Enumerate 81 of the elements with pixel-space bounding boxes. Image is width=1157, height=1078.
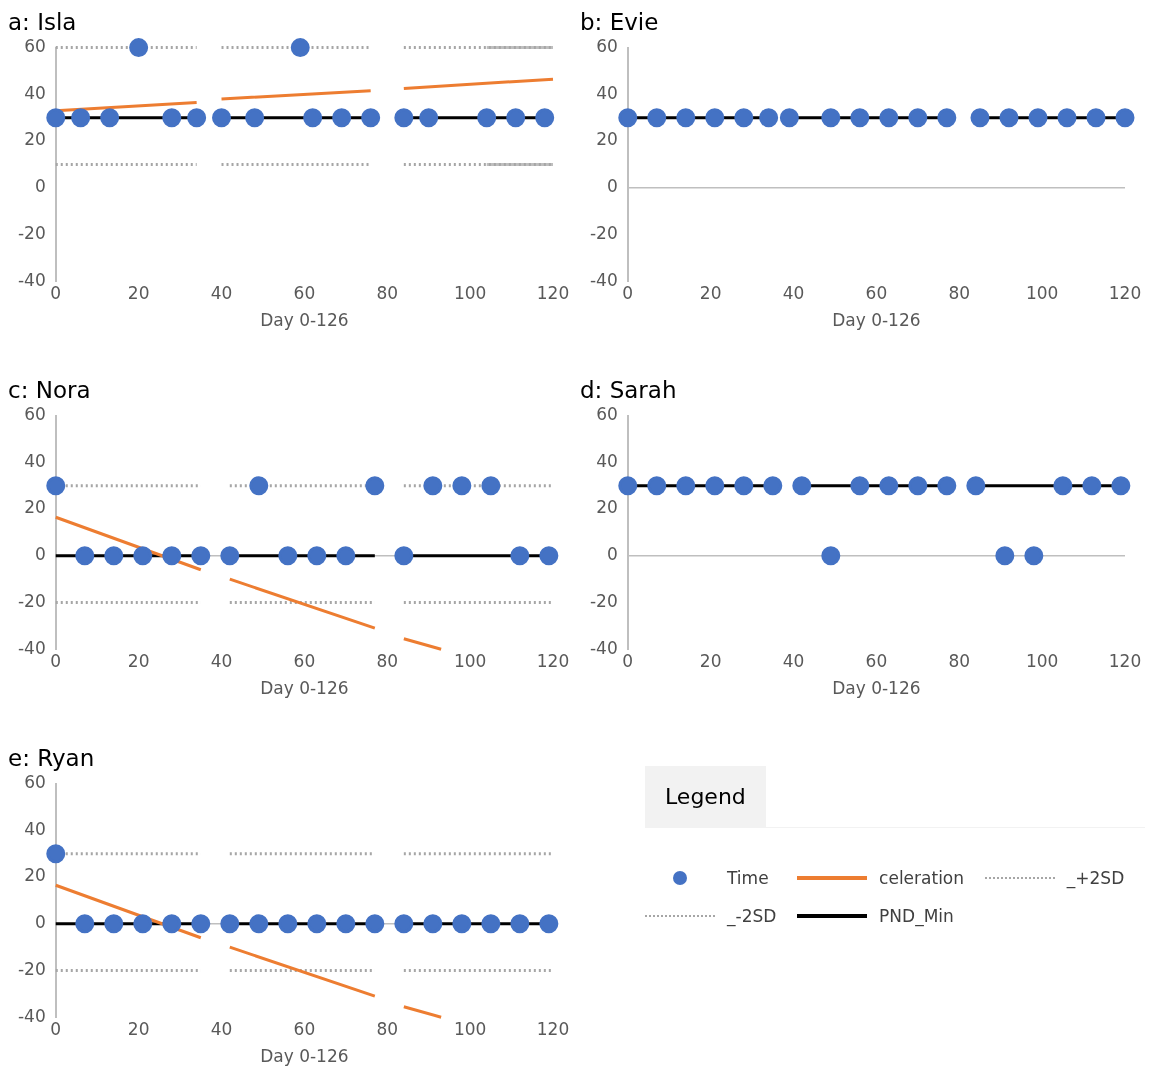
x-tick-label: 100 xyxy=(453,282,487,303)
chart-title: d: Sarah xyxy=(580,376,677,403)
legend-label: Time xyxy=(727,868,769,888)
x-axis-title: Day 0-126 xyxy=(260,310,349,331)
y-tick-label: 20 xyxy=(596,129,618,150)
y-tick-label: 0 xyxy=(34,912,46,933)
y-tick-label: 40 xyxy=(24,450,46,471)
y-tick-label: -40 xyxy=(589,269,618,290)
chart-title: e: Ryan xyxy=(8,744,95,771)
legend-label: PND_Min xyxy=(879,906,954,926)
y-tick-label: 20 xyxy=(24,497,46,518)
x-tick-label: 40 xyxy=(210,1018,233,1039)
y-tick-label: -20 xyxy=(589,590,618,611)
x-tick-label: 60 xyxy=(293,650,316,671)
x-axis-title: Day 0-126 xyxy=(260,678,349,699)
x-tick-label: 40 xyxy=(210,650,233,671)
x-tick-label: 20 xyxy=(127,1018,150,1039)
y-tick-label: 0 xyxy=(606,544,618,565)
x-tick-label: 20 xyxy=(127,650,150,671)
x-tick-label: 60 xyxy=(865,650,888,671)
y-tick-label: 40 xyxy=(596,82,618,103)
x-tick-label: 20 xyxy=(699,650,722,671)
y-tick-label: 0 xyxy=(34,176,46,197)
y-tick-label: -40 xyxy=(17,269,46,290)
x-tick-label: 60 xyxy=(293,1018,316,1039)
x-tick-label: 80 xyxy=(376,282,399,303)
x-tick-label: 100 xyxy=(1025,282,1059,303)
chart-title: c: Nora xyxy=(8,376,91,403)
x-tick-label: 120 xyxy=(536,282,570,303)
x-tick-label: 60 xyxy=(293,282,316,303)
x-tick-label: 0 xyxy=(50,650,62,671)
x-tick-label: 120 xyxy=(1108,282,1142,303)
x-axis-title: Day 0-126 xyxy=(832,678,921,699)
x-tick-label: 80 xyxy=(376,650,399,671)
x-tick-label: 0 xyxy=(622,650,634,671)
y-tick-label: 0 xyxy=(34,544,46,565)
chart-title: a: Isla xyxy=(8,8,77,35)
x-tick-label: 100 xyxy=(453,650,487,671)
legend-label: celeration xyxy=(879,868,965,888)
x-tick-label: 60 xyxy=(865,282,888,303)
x-tick-label: 0 xyxy=(50,282,62,303)
chart-title: b: Evie xyxy=(580,8,659,35)
x-tick-label: 80 xyxy=(948,650,971,671)
y-tick-label: -40 xyxy=(589,637,618,658)
x-tick-label: 40 xyxy=(782,650,805,671)
x-tick-label: 80 xyxy=(948,282,971,303)
y-tick-label: -20 xyxy=(17,958,46,979)
x-tick-label: 100 xyxy=(453,1018,487,1039)
x-axis-title: Day 0-126 xyxy=(260,1046,349,1067)
x-tick-label: 40 xyxy=(210,282,233,303)
y-tick-label: 60 xyxy=(24,404,46,425)
y-tick-label: 60 xyxy=(24,772,46,793)
x-tick-label: 20 xyxy=(699,282,722,303)
y-tick-label: 0 xyxy=(606,176,618,197)
legend-label: _+2SD xyxy=(1066,868,1125,888)
x-tick-label: 0 xyxy=(50,1018,62,1039)
y-tick-label: 20 xyxy=(24,129,46,150)
y-tick-label: 20 xyxy=(596,497,618,518)
y-tick-label: -20 xyxy=(589,222,618,243)
x-tick-label: 80 xyxy=(376,1018,399,1039)
x-tick-label: 0 xyxy=(622,282,634,303)
y-tick-label: 20 xyxy=(24,865,46,886)
y-tick-label: 60 xyxy=(24,36,46,57)
x-tick-label: 120 xyxy=(536,1018,570,1039)
y-tick-label: 40 xyxy=(24,82,46,103)
y-tick-label: -20 xyxy=(17,222,46,243)
y-tick-label: 60 xyxy=(596,404,618,425)
legend-title: Legend xyxy=(645,766,766,827)
y-tick-label: 40 xyxy=(596,450,618,471)
y-tick-label: -20 xyxy=(17,590,46,611)
y-tick-label: -40 xyxy=(17,1005,46,1026)
x-tick-label: 20 xyxy=(127,282,150,303)
x-tick-label: 120 xyxy=(1108,650,1142,671)
y-tick-label: 40 xyxy=(24,818,46,839)
x-tick-label: 120 xyxy=(536,650,570,671)
y-tick-label: -40 xyxy=(17,637,46,658)
x-axis-title: Day 0-126 xyxy=(832,310,921,331)
x-tick-label: 100 xyxy=(1025,650,1059,671)
legend-label: _-2SD xyxy=(727,906,777,926)
x-tick-label: 40 xyxy=(782,282,805,303)
y-tick-label: 60 xyxy=(596,36,618,57)
